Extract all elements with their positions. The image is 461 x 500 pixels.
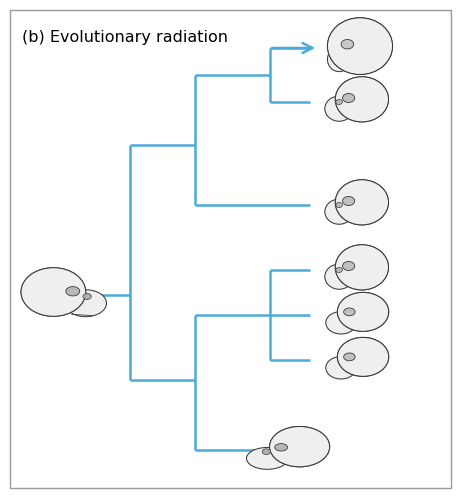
Ellipse shape xyxy=(326,312,356,334)
Ellipse shape xyxy=(336,268,343,272)
Ellipse shape xyxy=(327,47,350,72)
Ellipse shape xyxy=(247,448,288,469)
Ellipse shape xyxy=(325,199,353,224)
Ellipse shape xyxy=(325,264,353,289)
Ellipse shape xyxy=(270,426,330,467)
Ellipse shape xyxy=(336,100,343,104)
Ellipse shape xyxy=(325,96,353,121)
Ellipse shape xyxy=(343,262,355,270)
Ellipse shape xyxy=(335,180,389,225)
Ellipse shape xyxy=(343,196,355,205)
Ellipse shape xyxy=(335,180,389,225)
Ellipse shape xyxy=(337,338,389,376)
Ellipse shape xyxy=(326,356,356,379)
Ellipse shape xyxy=(341,40,354,49)
Ellipse shape xyxy=(335,245,389,290)
Ellipse shape xyxy=(335,77,389,122)
Ellipse shape xyxy=(21,268,86,316)
Ellipse shape xyxy=(336,202,343,207)
Ellipse shape xyxy=(335,77,389,122)
Ellipse shape xyxy=(21,268,86,316)
Ellipse shape xyxy=(343,94,355,102)
Ellipse shape xyxy=(337,338,389,376)
Ellipse shape xyxy=(275,444,288,451)
Ellipse shape xyxy=(337,292,389,332)
Ellipse shape xyxy=(327,18,393,74)
Text: (b) Evolutionary radiation: (b) Evolutionary radiation xyxy=(22,30,228,45)
Ellipse shape xyxy=(327,18,393,74)
Ellipse shape xyxy=(337,292,389,332)
Ellipse shape xyxy=(65,290,106,316)
Ellipse shape xyxy=(270,426,330,467)
Ellipse shape xyxy=(262,449,271,454)
Ellipse shape xyxy=(83,294,91,300)
Ellipse shape xyxy=(66,286,80,296)
Ellipse shape xyxy=(335,245,389,290)
Ellipse shape xyxy=(343,353,355,361)
Ellipse shape xyxy=(343,308,355,316)
